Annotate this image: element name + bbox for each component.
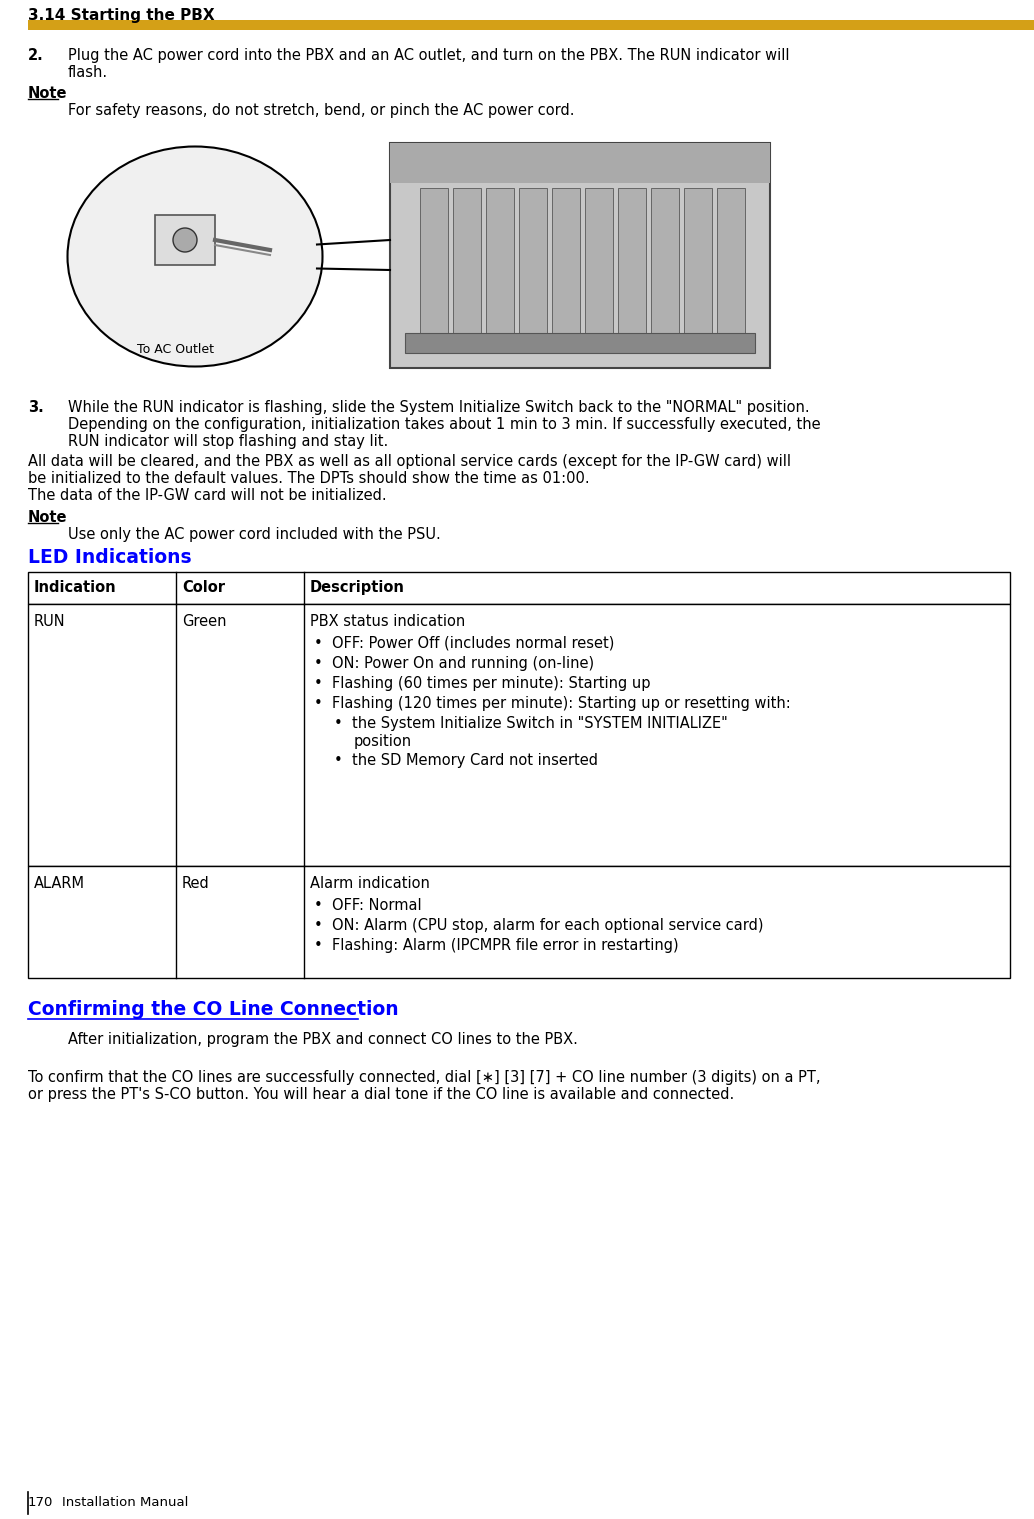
Text: LED Indications: LED Indications (28, 548, 191, 567)
Text: Installation Manual: Installation Manual (62, 1496, 188, 1508)
Text: 3.: 3. (28, 399, 43, 415)
Text: •  Flashing (120 times per minute): Starting up or resetting with:: • Flashing (120 times per minute): Start… (314, 696, 791, 711)
Bar (618, 188, 646, 352)
Text: •  the System Initialize Switch in "SYSTEM INITIALIZE": • the System Initialize Switch in "SYSTE… (334, 715, 728, 731)
Bar (390, 143, 770, 182)
Text: Note: Note (28, 510, 67, 526)
Text: ALARM: ALARM (34, 876, 85, 892)
Text: To AC Outlet: To AC Outlet (136, 343, 214, 355)
Text: PBX status indication: PBX status indication (310, 614, 465, 629)
Text: Red: Red (182, 876, 210, 892)
Text: 170: 170 (28, 1496, 54, 1508)
Text: •  Flashing (60 times per minute): Starting up: • Flashing (60 times per minute): Starti… (314, 676, 650, 691)
Bar (420, 188, 448, 352)
Bar (155, 216, 215, 264)
Text: Plug the AC power cord into the PBX and an AC outlet, and turn on the PBX. The R: Plug the AC power cord into the PBX and … (68, 49, 790, 62)
Text: Use only the AC power cord included with the PSU.: Use only the AC power cord included with… (68, 527, 440, 542)
Text: Description: Description (310, 580, 405, 595)
Text: or press the PT's S-CO button. You will hear a dial tone if the CO line is avail: or press the PT's S-CO button. You will … (28, 1088, 734, 1101)
Text: flash.: flash. (68, 65, 109, 81)
Text: Alarm indication: Alarm indication (310, 876, 430, 892)
Bar (585, 188, 613, 352)
Text: 2.: 2. (28, 49, 43, 62)
Text: RUN indicator will stop flashing and stay lit.: RUN indicator will stop flashing and sta… (68, 434, 388, 450)
Text: •  OFF: Power Off (includes normal reset): • OFF: Power Off (includes normal reset) (314, 636, 614, 652)
Bar (453, 188, 481, 352)
Ellipse shape (67, 146, 323, 366)
Bar (651, 188, 679, 352)
Bar (519, 188, 547, 352)
Text: Green: Green (182, 614, 226, 629)
Bar (28, 866, 1010, 978)
Bar (685, 188, 712, 352)
Text: •  ON: Power On and running (on-line): • ON: Power On and running (on-line) (314, 656, 595, 671)
Text: •  the SD Memory Card not inserted: • the SD Memory Card not inserted (334, 753, 598, 769)
Text: All data will be cleared, and the PBX as well as all optional service cards (exc: All data will be cleared, and the PBX as… (28, 454, 791, 469)
Text: Indication: Indication (34, 580, 117, 595)
Text: •  ON: Alarm (CPU stop, alarm for each optional service card): • ON: Alarm (CPU stop, alarm for each op… (314, 917, 763, 933)
Bar (717, 188, 746, 352)
Bar (405, 333, 755, 352)
Text: Note: Note (28, 87, 67, 100)
Text: For safety reasons, do not stretch, bend, or pinch the AC power cord.: For safety reasons, do not stretch, bend… (68, 103, 575, 118)
Bar (28, 573, 1010, 605)
Text: position: position (354, 734, 413, 749)
Text: 3.14 Starting the PBX: 3.14 Starting the PBX (28, 8, 215, 23)
Bar (552, 188, 580, 352)
Text: Confirming the CO Line Connection: Confirming the CO Line Connection (28, 1000, 399, 1019)
Bar (28, 605, 1010, 866)
Text: •  OFF: Normal: • OFF: Normal (314, 898, 422, 913)
Text: be initialized to the default values. The DPTs should show the time as 01:00.: be initialized to the default values. Th… (28, 471, 589, 486)
Bar (486, 188, 514, 352)
Bar (390, 143, 770, 368)
Text: RUN: RUN (34, 614, 65, 629)
Circle shape (173, 228, 197, 252)
Text: While the RUN indicator is flashing, slide the System Initialize Switch back to : While the RUN indicator is flashing, sli… (68, 399, 810, 415)
Text: Color: Color (182, 580, 225, 595)
Text: •  Flashing: Alarm (IPCMPR file error in restarting): • Flashing: Alarm (IPCMPR file error in … (314, 939, 678, 952)
Text: To confirm that the CO lines are successfully connected, dial [∗] [3] [7] + CO l: To confirm that the CO lines are success… (28, 1069, 821, 1085)
Bar (28, 20, 1034, 30)
Text: Depending on the configuration, initialization takes about 1 min to 3 min. If su: Depending on the configuration, initiali… (68, 418, 821, 431)
Text: After initialization, program the PBX and connect CO lines to the PBX.: After initialization, program the PBX an… (68, 1031, 578, 1047)
Text: The data of the IP-GW card will not be initialized.: The data of the IP-GW card will not be i… (28, 488, 387, 503)
